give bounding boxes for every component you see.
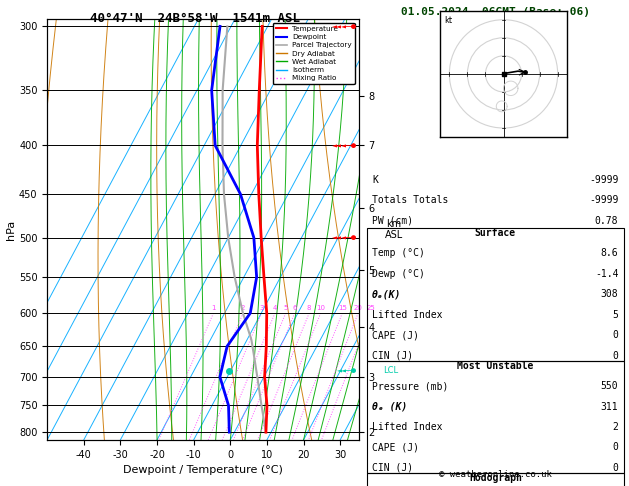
Text: 0: 0 [613,330,618,340]
Text: 8.6: 8.6 [601,248,618,259]
Text: 550: 550 [601,381,618,391]
Text: 8: 8 [307,306,311,312]
Text: 2: 2 [613,422,618,432]
Bar [367,473,624,486]
Text: Temp (°C): Temp (°C) [372,248,425,259]
Legend: Temperature, Dewpoint, Parcel Trajectory, Dry Adiabat, Wet Adiabat, Isotherm, Mi: Temperature, Dewpoint, Parcel Trajectory… [273,23,355,84]
Text: CAPE (J): CAPE (J) [372,442,420,452]
X-axis label: Dewpoint / Temperature (°C): Dewpoint / Temperature (°C) [123,465,283,475]
Text: K: K [372,175,378,185]
Text: Most Unstable: Most Unstable [457,361,533,371]
Text: -9999: -9999 [589,195,618,206]
Text: 4: 4 [273,306,277,312]
Text: 3: 3 [259,306,264,312]
Text: Dewp (°C): Dewp (°C) [372,269,425,279]
Text: 40°47'N  24B°58'W  1541m ASL: 40°47'N 24B°58'W 1541m ASL [90,12,300,25]
Text: 0: 0 [613,350,618,361]
Text: 5: 5 [284,306,288,312]
Text: 0.78: 0.78 [595,216,618,226]
Text: ◄◄◄—●: ◄◄◄—● [332,141,357,150]
Text: 10: 10 [316,306,325,312]
Text: 01.05.2024  06GMT (Base: 06): 01.05.2024 06GMT (Base: 06) [401,7,590,17]
Text: LCL: LCL [384,366,399,376]
Text: 20: 20 [353,306,362,312]
Text: CIN (J): CIN (J) [372,350,413,361]
Text: 5: 5 [613,310,618,320]
Text: -9999: -9999 [589,175,618,185]
Text: 2: 2 [241,306,245,312]
Text: -1.4: -1.4 [595,269,618,279]
Text: 311: 311 [601,401,618,412]
Text: PW (cm): PW (cm) [372,216,413,226]
Text: © weatheronline.co.uk: © weatheronline.co.uk [439,469,552,479]
Y-axis label: km
ASL: km ASL [385,219,403,241]
Text: Surface: Surface [475,228,516,238]
Text: Hodograph: Hodograph [469,473,522,483]
Text: Lifted Index: Lifted Index [372,310,443,320]
Text: Pressure (mb): Pressure (mb) [372,381,448,391]
Text: ◄◄◄—●: ◄◄◄—● [332,22,357,31]
Text: 6: 6 [292,306,297,312]
Text: CAPE (J): CAPE (J) [372,330,420,340]
Text: 308: 308 [601,289,618,299]
Text: ◄◄◄—●: ◄◄◄—● [332,233,357,242]
Text: 0: 0 [613,442,618,452]
Text: 25: 25 [366,306,375,312]
Bar [367,361,624,473]
Y-axis label: hPa: hPa [6,220,16,240]
Text: kt: kt [444,16,452,25]
Text: Totals Totals: Totals Totals [372,195,448,206]
Text: Lifted Index: Lifted Index [372,422,443,432]
Text: ◄◄—●: ◄◄—● [337,366,357,376]
Text: θₑ (K): θₑ (K) [372,401,408,412]
Text: 0: 0 [613,463,618,473]
Text: θₑ(K): θₑ(K) [372,289,402,299]
Text: 15: 15 [338,306,347,312]
Text: 1: 1 [211,306,216,312]
Text: CIN (J): CIN (J) [372,463,413,473]
Bar [367,228,624,361]
